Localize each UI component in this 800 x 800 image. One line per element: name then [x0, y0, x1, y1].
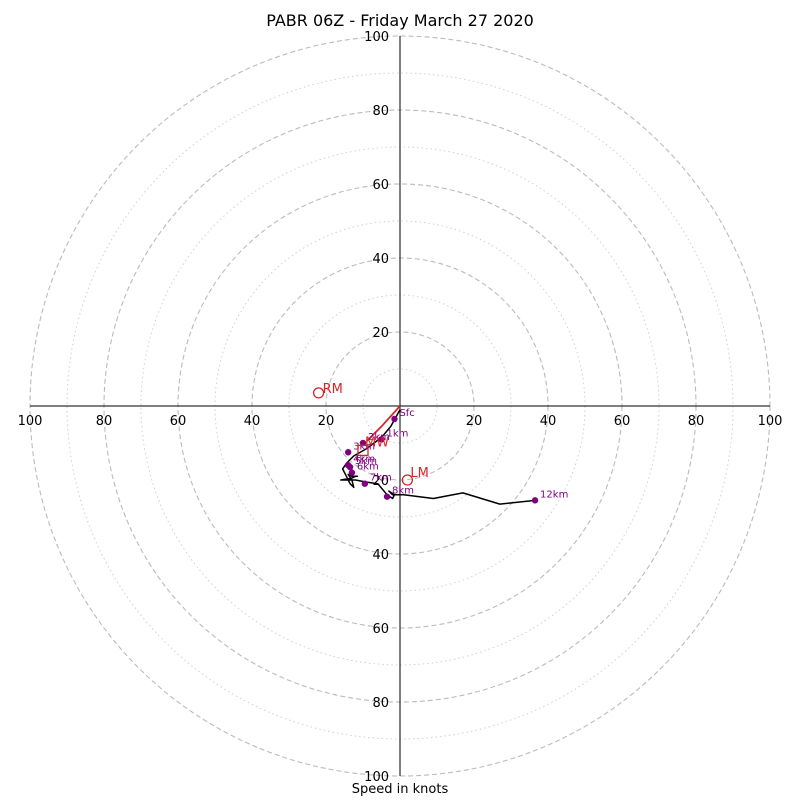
x-tick-label: 80 — [96, 414, 113, 429]
height-label: 1km — [387, 428, 409, 439]
x-tick-label: 60 — [614, 414, 631, 429]
y-tick-label: 20 — [372, 474, 389, 489]
height-label: 12km — [540, 489, 568, 500]
y-tick-label: 100 — [364, 770, 389, 785]
x-axis-label: Speed in knots — [351, 782, 449, 797]
mean-wind-label: MW — [365, 435, 389, 450]
x-tick-label: 100 — [758, 414, 783, 429]
mean-wind-marker — [357, 444, 369, 457]
y-tick-label: 100 — [364, 30, 389, 45]
left-mover-label: LM — [410, 466, 428, 481]
y-tick-label: 80 — [372, 696, 389, 711]
height-label: 5km — [355, 456, 377, 467]
y-tick-label: 60 — [372, 178, 389, 193]
height-point — [378, 436, 385, 443]
x-tick-label: 80 — [688, 414, 705, 429]
height-label: 3km — [353, 441, 375, 452]
height-point — [531, 497, 539, 504]
height-point — [391, 415, 398, 423]
x-tick-label: 60 — [170, 414, 187, 429]
x-tick-label: 100 — [18, 414, 43, 429]
x-tick-label: 20 — [466, 414, 483, 429]
shear-vector-line — [366, 405, 401, 442]
height-label: 7km — [370, 473, 392, 484]
y-tick-label: 60 — [372, 622, 389, 637]
right-mover-marker — [312, 387, 325, 399]
x-tick-label: 20 — [318, 414, 335, 429]
right-mover-label: RM — [323, 382, 343, 397]
height-label: 6km — [357, 462, 379, 473]
height-point — [348, 469, 356, 476]
x-tick-label: 40 — [244, 414, 261, 429]
height-label: 8km — [392, 486, 414, 497]
height-point — [346, 463, 354, 471]
y-tick-label: 20 — [372, 326, 389, 341]
y-tick-label: 40 — [372, 548, 389, 563]
height-label: Sfc — [399, 408, 414, 419]
left-mover-marker — [401, 474, 414, 486]
height-label: 2km — [368, 432, 390, 443]
height-point — [359, 439, 367, 447]
y-tick-label: 80 — [372, 104, 389, 119]
height-label: 4km — [353, 454, 375, 465]
height-point — [383, 493, 391, 500]
height-point — [361, 480, 369, 487]
x-tick-label: 40 — [540, 414, 557, 429]
y-tick-label: 40 — [372, 252, 389, 267]
chart-title: PABR 06Z - Friday March 27 2020 — [266, 11, 534, 30]
height-point — [345, 449, 352, 456]
